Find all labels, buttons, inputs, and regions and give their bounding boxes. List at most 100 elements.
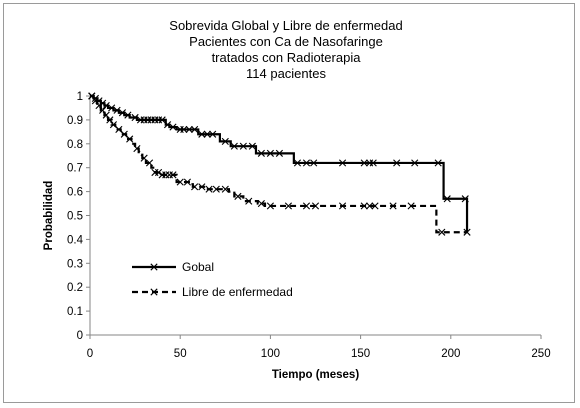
censor-stroke-b [102, 111, 110, 119]
censor-mark [371, 202, 379, 210]
y-tick-label: 0.7 [67, 163, 83, 175]
censor-mark [221, 137, 229, 145]
censor-stroke-b [302, 202, 311, 210]
censor-stroke-b [120, 130, 128, 138]
legend-item: Gobal [132, 260, 214, 274]
series-line [90, 94, 468, 234]
y-tick-label: 0.4 [67, 234, 84, 246]
chart-axes: 0 0.1 0.2 0.3 0.4 0.5 0.6 0.7 0.8 0.9 1 0 50 100 150 20… [43, 91, 551, 381]
series-line [90, 94, 469, 233]
censor-stroke-b [191, 183, 199, 191]
censor-mark [108, 104, 116, 112]
censor-stroke-b [180, 125, 188, 134]
censor-stroke-b [212, 185, 220, 193]
y-tick-label: 0.6 [67, 187, 83, 199]
censor-mark [99, 106, 107, 114]
censor-stroke-b [407, 202, 415, 210]
censor-stroke-b [310, 159, 318, 167]
censor-stroke-b [371, 202, 379, 210]
censor-mark [266, 149, 274, 157]
censor-stroke-b [163, 121, 172, 129]
censor-mark [257, 149, 265, 157]
censor-stroke-b [257, 149, 265, 157]
censor-mark [169, 171, 177, 179]
censor-stroke-b [150, 288, 158, 296]
censor-stroke-b [257, 199, 265, 208]
censor-mark [169, 123, 177, 131]
censor-mark [221, 185, 229, 193]
censor-stroke-b [338, 159, 347, 167]
chart-legend: Gobal Libre de enfermedad [132, 260, 293, 299]
censor-stroke-b [150, 263, 158, 271]
censor-stroke-b [275, 149, 284, 157]
chart-frame [3, 3, 575, 403]
censor-mark [191, 125, 199, 134]
censor-stroke-b [463, 228, 471, 236]
censor-mark [293, 159, 302, 167]
censor-mark [102, 101, 110, 110]
censor-stroke-b [126, 135, 134, 143]
censor-stroke-b [106, 116, 114, 124]
censor-stroke-b [266, 202, 274, 210]
y-tick-label: 1 [77, 91, 83, 103]
censor-mark [209, 130, 217, 138]
chart-series [88, 92, 471, 236]
censor-mark [191, 183, 199, 191]
censor-stroke-b [443, 195, 451, 203]
censor-stroke-b [115, 125, 123, 134]
censor-mark [366, 202, 374, 210]
censor-stroke-b [131, 113, 139, 122]
x-tick-label: 150 [351, 348, 370, 360]
y-tick-label: 0.1 [67, 306, 83, 318]
censor-mark [360, 159, 368, 167]
censor-mark [443, 195, 451, 203]
censor-mark [393, 159, 401, 167]
censor-stroke-b [95, 101, 103, 110]
censor-stroke-b [113, 106, 121, 114]
x-tick-label: 200 [441, 348, 460, 360]
censor-mark [203, 130, 211, 138]
y-axis-title: Probabilidad [43, 181, 55, 251]
censor-mark [198, 130, 206, 138]
x-tick-label: 100 [261, 348, 280, 360]
censor-stroke-b [302, 159, 311, 167]
censor-stroke-b [434, 159, 442, 167]
censor-stroke-b [158, 116, 166, 124]
censor-stroke-b [203, 130, 211, 138]
censor-mark [338, 202, 347, 210]
censor-mark [302, 159, 311, 167]
censor-mark [133, 144, 141, 153]
legend-marker [150, 288, 158, 296]
censor-stroke-b [109, 121, 118, 129]
censor-stroke-b [338, 202, 347, 210]
censor-mark [369, 159, 377, 167]
censor-stroke-b [108, 104, 116, 112]
censor-mark [180, 125, 188, 134]
censor-stroke-b [221, 185, 229, 193]
censor-stroke-b [366, 202, 374, 210]
chart-title-line: Pacientes con Ca de Nasofaringe [189, 34, 383, 49]
censor-mark [302, 202, 311, 210]
censor-stroke-b [205, 185, 213, 193]
censor-stroke-b [145, 159, 154, 167]
censor-stroke-b [369, 159, 377, 167]
censor-mark [311, 202, 320, 210]
censor-stroke-b [438, 228, 446, 236]
censor-mark [95, 101, 103, 110]
censor-stroke-b [209, 130, 217, 138]
x-tick-label: 50 [174, 348, 187, 360]
censor-mark [88, 92, 96, 100]
censor-mark [310, 159, 318, 167]
censor-mark [154, 168, 163, 177]
censor-mark [234, 192, 242, 200]
legend-marker [150, 263, 158, 271]
censor-mark [145, 159, 154, 167]
censor-stroke-b [239, 142, 247, 150]
censor-mark [239, 142, 247, 150]
censor-mark [205, 185, 213, 193]
censor-mark [91, 97, 100, 105]
censor-mark [461, 195, 469, 203]
chart-title-line: Sobrevida Global y Libre de enfermedad [169, 18, 402, 33]
y-tick-label: 0.3 [67, 258, 83, 270]
